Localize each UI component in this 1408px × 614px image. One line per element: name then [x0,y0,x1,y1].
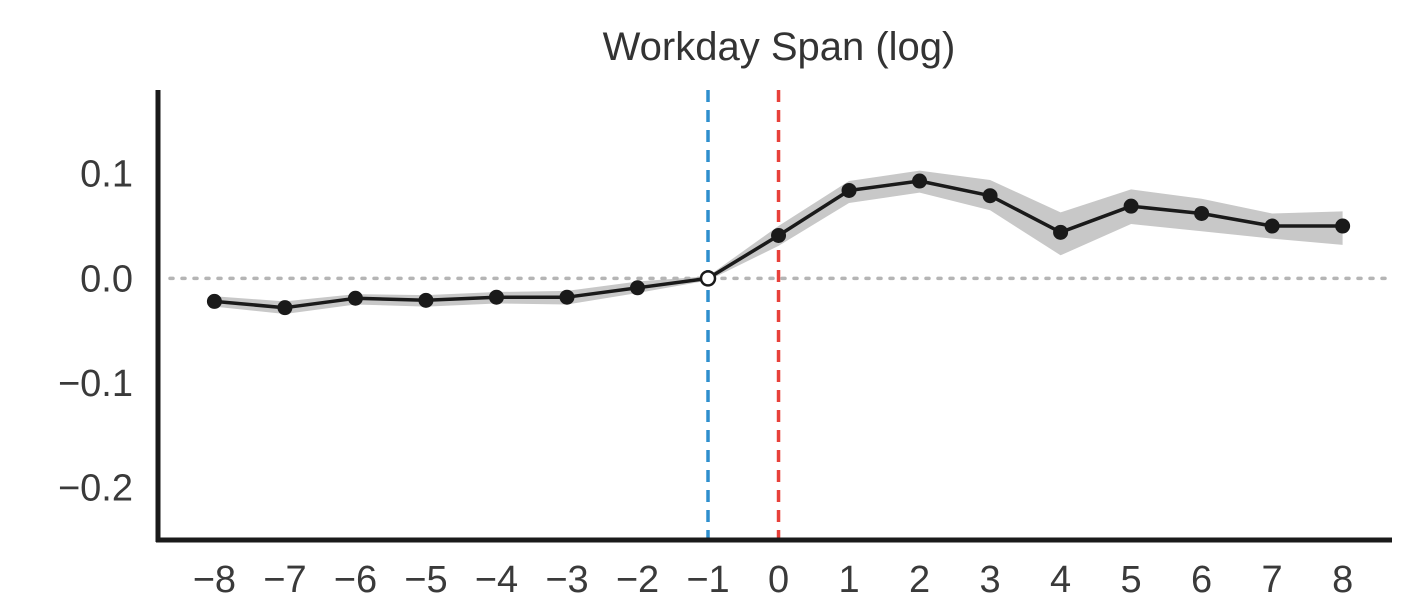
data-point [1264,218,1280,234]
y-tick-label: −0.1 [58,363,133,405]
x-tick-label: 7 [1262,559,1283,601]
x-tick-label: 1 [838,559,859,601]
plot-area: −8 −7 −6 −5 −4 −3 −2 −1 0 1 2 3 4 5 6 7 8 −0.2 −0.1 0.0 0.1 [58,90,1394,601]
data-point [629,280,645,296]
data-point [982,188,998,204]
x-tick-label: −7 [263,559,306,601]
data-point [418,292,434,308]
chart-title: Workday Span (log) [603,25,956,69]
data-point [488,289,504,305]
y-tick-label: 0.0 [80,258,133,300]
x-tick-label: −6 [334,559,377,601]
x-tick-label: 8 [1332,559,1353,601]
data-point [1123,198,1139,214]
x-tick-label: −5 [404,559,447,601]
x-tick-label: 0 [768,559,789,601]
data-point [912,173,928,189]
data-point [771,227,787,243]
y-tick-label: −0.2 [58,468,133,510]
data-point [206,293,222,309]
data-point [1335,218,1351,234]
y-tick-label: 0.1 [80,154,133,196]
x-tick-label: 3 [979,559,1000,601]
data-point [277,300,293,316]
data-point [699,270,717,287]
x-tick-label: 4 [1050,559,1071,601]
x-tick-label: 2 [909,559,930,601]
x-tick-label: 6 [1191,559,1212,601]
data-point [841,182,857,198]
x-tick-label: −4 [475,559,518,601]
data-point [1053,224,1069,240]
x-tick-label: −1 [686,559,729,601]
x-tick-label: −2 [616,559,659,601]
x-tick-label: −3 [545,559,588,601]
x-tick-label: −8 [193,559,236,601]
data-point [559,289,575,305]
x-tick-label: 5 [1121,559,1142,601]
data-point [1194,205,1210,221]
data-point [347,290,363,306]
